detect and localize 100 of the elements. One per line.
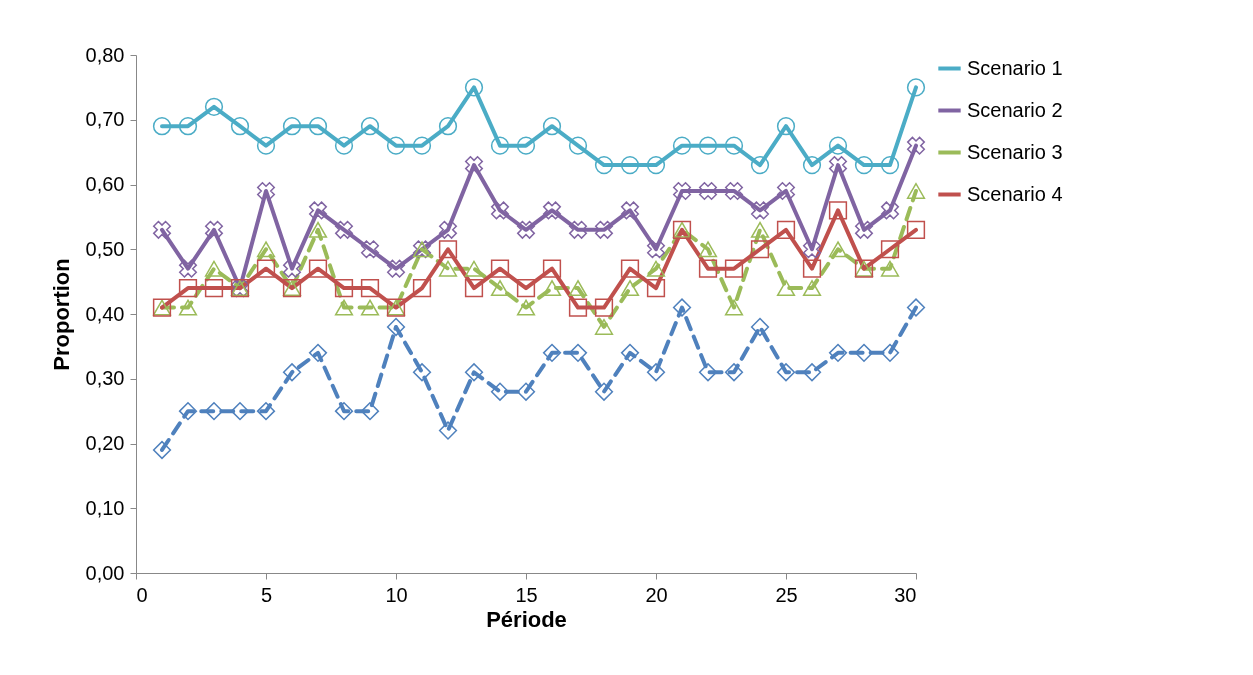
point <box>178 259 198 278</box>
point <box>724 136 744 155</box>
point <box>750 155 770 175</box>
point <box>256 259 276 278</box>
point <box>308 221 328 238</box>
point <box>854 343 874 362</box>
point <box>360 278 380 298</box>
point <box>386 136 406 155</box>
point <box>672 181 692 201</box>
point <box>412 136 432 155</box>
point <box>308 201 328 220</box>
point <box>334 278 354 298</box>
legend-label: Scenario 4 <box>967 182 1063 205</box>
point <box>568 298 588 317</box>
point <box>542 280 562 297</box>
point <box>620 280 640 297</box>
point <box>516 220 536 239</box>
point <box>802 155 822 175</box>
point <box>386 259 406 278</box>
point <box>152 220 172 239</box>
point <box>308 259 328 278</box>
point <box>256 241 276 258</box>
point <box>776 363 796 382</box>
point <box>334 402 354 421</box>
point <box>568 343 588 362</box>
point <box>646 363 666 382</box>
point <box>490 280 510 297</box>
point <box>360 402 380 421</box>
point <box>282 363 302 382</box>
point <box>568 280 588 297</box>
point <box>516 278 536 298</box>
point <box>204 97 224 116</box>
y-axis-title: Proportion <box>48 258 74 371</box>
point <box>906 298 926 317</box>
x-tick-label: 5 <box>260 583 273 606</box>
point <box>620 155 640 175</box>
x-tick-label: 30 <box>894 583 917 606</box>
point <box>802 259 822 278</box>
point <box>542 201 562 220</box>
point <box>750 201 770 220</box>
point <box>438 117 458 136</box>
point <box>490 382 510 401</box>
point <box>880 155 900 175</box>
point <box>646 240 666 259</box>
point <box>828 343 848 362</box>
point <box>906 220 926 239</box>
y-tick-label: 0,10 <box>85 496 125 519</box>
point <box>880 343 900 362</box>
point <box>646 155 666 175</box>
point <box>256 181 276 201</box>
point <box>256 136 276 155</box>
x-tick-label: 20 <box>645 583 668 606</box>
point <box>672 298 692 317</box>
point <box>178 278 198 298</box>
point <box>594 155 614 175</box>
point <box>880 201 900 220</box>
point <box>880 260 900 277</box>
y-tick-label: 0,30 <box>85 367 125 390</box>
point <box>360 117 380 136</box>
point <box>906 182 926 199</box>
point <box>230 402 250 421</box>
point <box>490 201 510 220</box>
point <box>334 299 354 316</box>
point <box>724 181 744 201</box>
point <box>178 299 198 316</box>
point <box>594 298 614 317</box>
point <box>282 259 302 278</box>
point <box>464 363 484 382</box>
point <box>802 363 822 382</box>
point <box>308 117 328 136</box>
y-tick-label: 0,80 <box>85 43 125 66</box>
point <box>178 402 198 421</box>
point <box>516 299 536 316</box>
point <box>516 382 536 401</box>
y-tick-label: 0,60 <box>85 173 125 195</box>
point <box>438 421 458 440</box>
point <box>334 220 354 239</box>
point <box>880 240 900 259</box>
point <box>854 220 874 239</box>
point <box>542 117 562 136</box>
point <box>204 278 224 298</box>
point <box>802 240 822 259</box>
point <box>464 260 484 277</box>
point <box>386 317 406 337</box>
point <box>542 259 562 278</box>
point <box>828 241 848 258</box>
point <box>178 117 198 136</box>
point <box>698 181 718 201</box>
x-tick-label: 0 <box>136 583 148 606</box>
point <box>594 318 614 335</box>
point <box>308 343 328 362</box>
y-tick-label: 0,40 <box>85 302 125 325</box>
point <box>568 220 588 239</box>
point <box>594 382 614 401</box>
point <box>620 343 640 362</box>
y-tick-label: 0,20 <box>85 432 125 454</box>
point <box>464 156 484 175</box>
point <box>776 181 796 201</box>
point <box>230 117 250 136</box>
point <box>802 280 822 297</box>
